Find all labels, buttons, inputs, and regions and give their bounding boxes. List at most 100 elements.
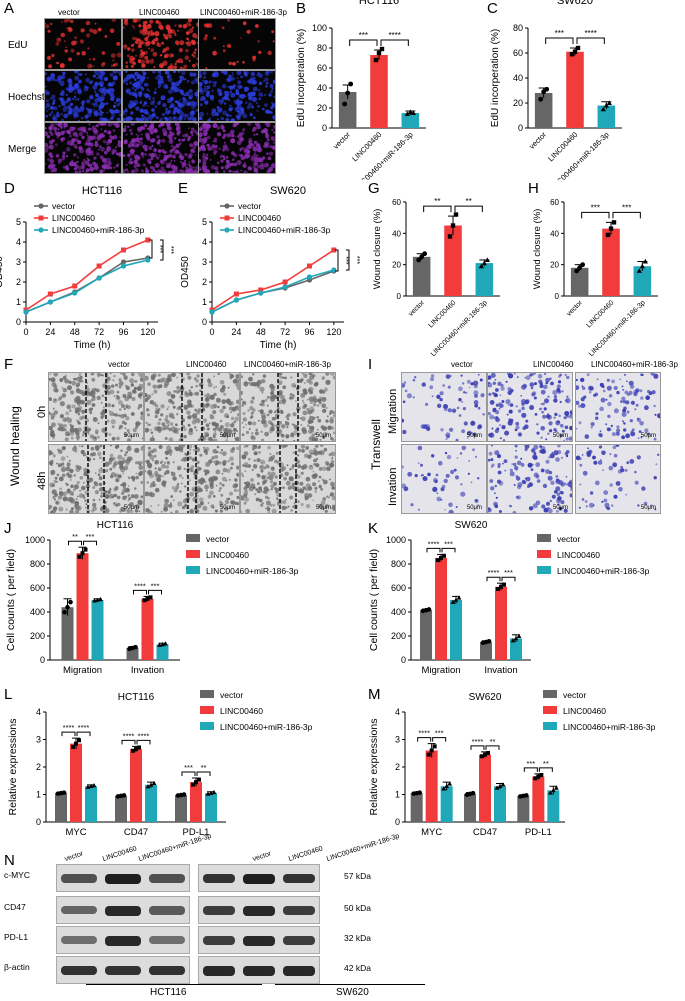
blot-protein-label: PD-L1 <box>4 932 29 942</box>
panel-a-col-linc: LINC00460 <box>139 8 180 17</box>
y-axis-label: EdU incorperation (%) <box>490 29 501 127</box>
y-tick-label: 4 <box>16 237 21 247</box>
y-tick-label: 2 <box>16 277 21 287</box>
sig-label: ** <box>72 532 78 541</box>
blot-membrane <box>56 896 190 924</box>
y-axis-label: Wound closure (%) <box>532 209 543 290</box>
sig-label: *** <box>591 203 600 212</box>
y-tick-label: 0 <box>16 317 21 327</box>
x-tick-label: 48 <box>70 327 80 337</box>
data-point <box>74 741 78 746</box>
y-axis-label: EdU incorperation (%) <box>296 29 307 127</box>
sig-bracket <box>470 745 485 750</box>
sig-bracket <box>612 211 641 219</box>
data-point <box>442 553 446 558</box>
panel-i: vector LINC00460 LINC00460+miR-186-3p Tr… <box>365 356 685 518</box>
data-point <box>470 790 476 796</box>
data-point <box>191 782 195 787</box>
y-tick-label: 60 <box>513 48 523 58</box>
data-point <box>494 785 500 790</box>
transwell-0-1: 50μm <box>487 372 573 442</box>
x-tick-label: LINC00460 <box>546 130 579 163</box>
legend-label: LINC00460 <box>220 706 263 716</box>
sig-bracket <box>133 589 147 595</box>
blot-cell-sw620: SW620 <box>336 987 369 998</box>
x-tick-label: LINC00460+miR-186-3p <box>430 299 489 356</box>
legend-label: LINC00460 <box>238 213 281 223</box>
data-point <box>373 57 379 63</box>
legend-marker <box>224 215 230 221</box>
sig-label: **** <box>418 729 430 738</box>
blot-band <box>105 906 141 916</box>
panel-i-row-invation: Invation <box>387 467 399 506</box>
bar-LINC00460+miR-186-3p-Invation <box>510 638 522 660</box>
transwell-0-2: 50μm <box>575 372 661 442</box>
data-point <box>62 609 67 615</box>
x-tick-label: LINC00460+miR-186-3p <box>588 299 647 356</box>
y-tick-label: 0 <box>518 123 523 133</box>
data-point <box>500 782 506 787</box>
y-tick-label: 40 <box>550 229 559 238</box>
sig-bracket <box>148 589 162 595</box>
data-point <box>574 268 580 274</box>
chart-title: SW620 <box>455 520 488 531</box>
panel-f-col-mir: LINC00460+miR-186-3p <box>244 360 331 369</box>
series-point <box>306 274 313 280</box>
bar-LINC00460-Invation <box>495 586 507 660</box>
data-point <box>134 747 138 752</box>
blot-band <box>243 966 275 976</box>
bar-vector-MYC <box>55 793 67 822</box>
y-axis-label: OD450 <box>0 256 5 288</box>
series-point <box>258 287 264 293</box>
y-tick-label: 60 <box>317 63 327 73</box>
bar-vector-Migration <box>420 610 432 660</box>
wound-1-1: 50μm <box>144 444 240 514</box>
sig-label: ** <box>201 763 207 772</box>
data-point <box>416 257 422 263</box>
data-point <box>572 49 578 54</box>
scale-bar-label: 50μm <box>467 433 482 439</box>
series-line-LINC00460 <box>211 249 335 311</box>
sig-bracket <box>181 771 196 776</box>
scale-bar-label: 50μm <box>553 433 568 439</box>
series-point <box>282 279 288 285</box>
x-tick-label: LINC00460 <box>350 130 383 163</box>
legend-marker <box>38 227 44 233</box>
data-point <box>379 46 385 52</box>
bar-LINC00460-CD47 <box>479 754 491 822</box>
sig-label: ** <box>543 759 549 768</box>
y-tick-label: 0 <box>36 817 41 827</box>
scale-bar-label: 50μm <box>220 433 235 439</box>
blot-band <box>105 874 141 884</box>
blot-band <box>243 936 275 946</box>
data-point <box>163 641 168 646</box>
data-point <box>603 102 609 108</box>
blot-membrane <box>198 956 320 984</box>
data-point <box>569 52 575 57</box>
x-tick-label: 24 <box>45 327 55 337</box>
y-tick-label: 60 <box>392 198 401 207</box>
y-tick-label: 20 <box>392 261 401 270</box>
y-tick-label: 0 <box>395 817 400 827</box>
y-tick-label: 200 <box>391 631 406 641</box>
series-point <box>145 257 151 263</box>
x-tick-label: 24 <box>231 327 241 337</box>
blot-band <box>243 906 275 916</box>
data-point <box>450 599 456 604</box>
scale-bar-label: 50μm <box>553 505 568 511</box>
bar-LINC00460+miR-186-3p-MYC <box>85 786 97 822</box>
legend-label: vector <box>238 201 261 211</box>
panel-i-col-vector: vector <box>451 360 473 369</box>
series-line-LINC00460+miR-186-3p <box>25 259 149 313</box>
data-point <box>436 558 440 563</box>
y-tick-label: 80 <box>317 43 327 53</box>
data-point <box>544 86 550 92</box>
blot-band <box>203 874 235 884</box>
x-tick-label: LINC00460 <box>427 299 457 329</box>
legend-label: LINC00460 <box>557 550 600 560</box>
data-point <box>516 633 522 639</box>
panel-letter-c: C <box>487 0 498 17</box>
data-point <box>486 750 490 755</box>
x-tick-label: 120 <box>140 327 155 337</box>
blot-kda-label: 57 kDa <box>344 871 371 881</box>
